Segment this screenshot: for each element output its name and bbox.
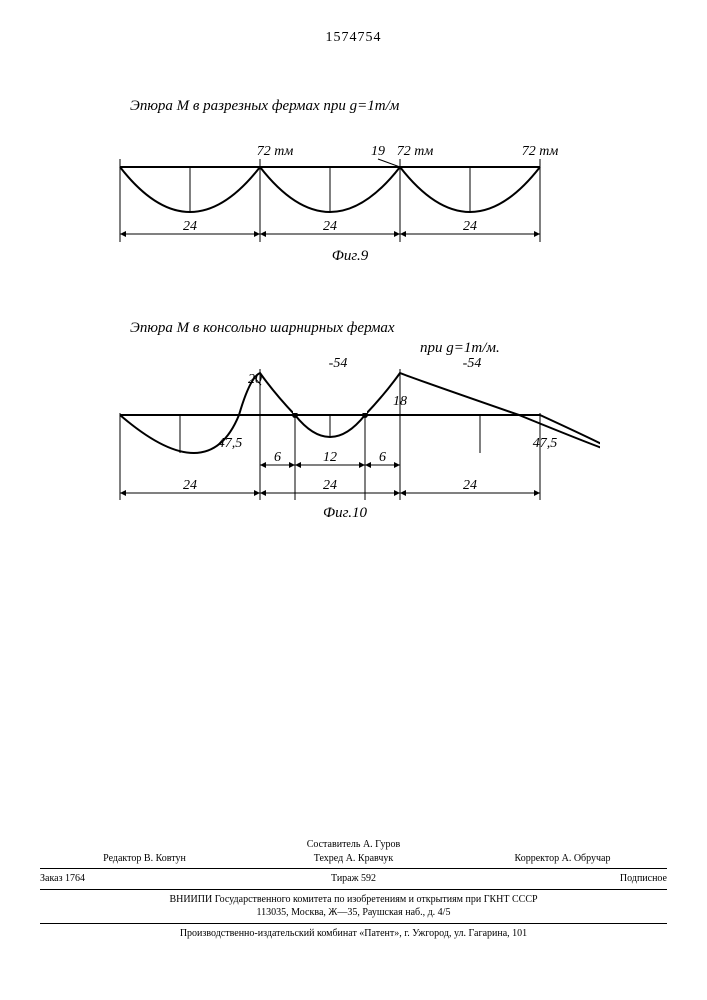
svg-text:-54: -54 (463, 356, 482, 371)
fig10-caption: Фиг.10 (295, 505, 395, 522)
svg-text:24: 24 (323, 478, 337, 493)
svg-text:24: 24 (463, 478, 477, 493)
svg-text:19: 19 (371, 144, 385, 159)
svg-text:6: 6 (274, 450, 281, 465)
svg-text:-54: -54 (329, 356, 348, 371)
footer-block: Составитель А. Гуров Редактор В. Ковтун … (40, 838, 667, 940)
tech-label: Техред (314, 853, 343, 864)
editor-label: Редактор (103, 853, 141, 864)
org-line: ВНИИПИ Государственного комитета по изоб… (40, 893, 667, 907)
tech-name: А. Кравчук (346, 853, 394, 864)
svg-text:18: 18 (393, 394, 407, 409)
circulation-number: 592 (361, 873, 376, 884)
svg-text:72 тм: 72 тм (522, 144, 559, 159)
corrector-name: А. Обручар (562, 853, 611, 864)
patent-number: 1574754 (0, 30, 707, 46)
page: 1574754 Эпюра M в разрезных фермах при g… (0, 0, 707, 1000)
compiler-label: Составитель (307, 839, 361, 850)
fig10-title-line1: Эпюра M в консольно шарнирных фермах (130, 320, 395, 337)
svg-text:24: 24 (183, 219, 197, 234)
fig10-diagram: -54 -54 18 47,5 47,5 20 6 12 6 24 24 24 (100, 345, 600, 500)
order-label: Заказ (40, 873, 63, 884)
svg-text:72 тм: 72 тм (257, 144, 294, 159)
svg-text:24: 24 (323, 219, 337, 234)
svg-text:24: 24 (463, 219, 477, 234)
order-number: 1764 (65, 873, 85, 884)
subscription-label: Подписное (620, 873, 667, 884)
prod-line: Производственно-издательский комбинат «П… (40, 927, 667, 941)
addr-line: 113035, Москва, Ж—35, Раушская наб., д. … (40, 906, 667, 920)
corrector-label: Корректор (515, 853, 560, 864)
svg-text:20: 20 (248, 372, 262, 387)
svg-text:6: 6 (379, 450, 386, 465)
circulation-label: Тираж (331, 873, 359, 884)
svg-text:72 тм: 72 тм (397, 144, 434, 159)
svg-text:47,5: 47,5 (533, 436, 558, 451)
fig9-caption: Фиг.9 (300, 248, 400, 265)
editor-name: В. Ковтун (144, 853, 186, 864)
fig9-diagram: 72 тм 19 72 тм 72 тм 24 24 24 (100, 112, 570, 242)
compiler-name: А. Гуров (363, 839, 400, 850)
svg-text:12: 12 (323, 450, 337, 465)
svg-text:24: 24 (183, 478, 197, 493)
svg-text:47,5: 47,5 (218, 436, 243, 451)
